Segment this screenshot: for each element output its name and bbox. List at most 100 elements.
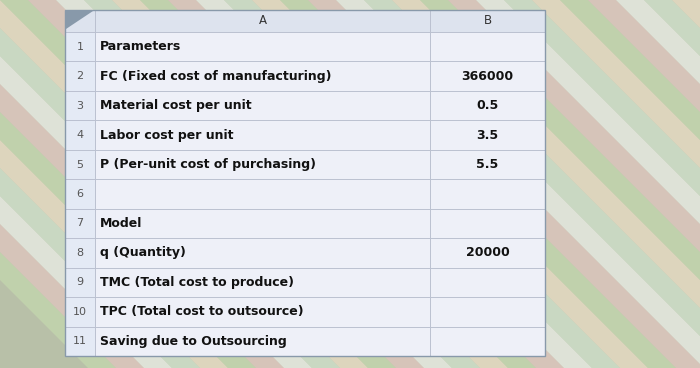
Polygon shape (588, 0, 700, 368)
Polygon shape (308, 0, 700, 368)
Bar (95, 326, 430, 356)
Text: 2: 2 (76, 71, 83, 81)
Polygon shape (672, 0, 700, 368)
Bar (430, 120, 545, 150)
Polygon shape (532, 0, 700, 368)
Bar (65, 32, 95, 61)
Bar (95, 268, 430, 297)
Polygon shape (66, 11, 93, 29)
Text: 4: 4 (76, 130, 83, 140)
Text: 9: 9 (76, 277, 83, 287)
Text: B: B (484, 14, 491, 28)
Text: 5: 5 (76, 160, 83, 170)
Polygon shape (364, 0, 700, 368)
Text: Material cost per unit: Material cost per unit (100, 99, 251, 112)
Text: 3.5: 3.5 (477, 128, 498, 142)
Text: Labor cost per unit: Labor cost per unit (100, 128, 234, 142)
Text: 7: 7 (76, 219, 83, 229)
Bar (95, 297, 430, 326)
Text: Parameters: Parameters (100, 40, 181, 53)
Bar (65, 179, 95, 209)
Polygon shape (392, 0, 700, 368)
Bar (65, 91, 95, 120)
Bar (430, 32, 545, 61)
Bar (430, 179, 545, 209)
Polygon shape (644, 0, 700, 368)
Polygon shape (0, 0, 256, 368)
Bar (95, 32, 430, 61)
Text: Saving due to Outsourcing: Saving due to Outsourcing (100, 335, 287, 348)
Polygon shape (476, 0, 700, 368)
Bar (430, 209, 545, 238)
Bar (65, 238, 95, 268)
Bar (430, 326, 545, 356)
Bar (65, 268, 95, 297)
Polygon shape (252, 0, 648, 368)
Bar (430, 150, 545, 179)
Text: Model: Model (100, 217, 142, 230)
Polygon shape (0, 0, 144, 368)
Text: 20000: 20000 (466, 247, 510, 259)
Bar (95, 120, 430, 150)
Bar (95, 209, 430, 238)
Polygon shape (0, 0, 228, 368)
Bar (65, 10, 545, 356)
Polygon shape (196, 0, 592, 368)
Polygon shape (336, 0, 700, 368)
Polygon shape (0, 0, 340, 368)
Text: 5.5: 5.5 (477, 158, 498, 171)
Text: P (Per-unit cost of purchasing): P (Per-unit cost of purchasing) (100, 158, 316, 171)
Polygon shape (28, 0, 424, 368)
Polygon shape (112, 0, 508, 368)
Text: 10: 10 (73, 307, 87, 317)
Text: FC (Fixed cost of manufacturing): FC (Fixed cost of manufacturing) (100, 70, 332, 83)
Text: 11: 11 (73, 336, 87, 346)
Polygon shape (0, 0, 116, 368)
Polygon shape (168, 0, 564, 368)
Bar (65, 326, 95, 356)
Bar (430, 297, 545, 326)
Polygon shape (280, 0, 676, 368)
Polygon shape (140, 0, 536, 368)
Text: 1: 1 (76, 42, 83, 52)
Polygon shape (0, 0, 312, 368)
Text: q (Quantity): q (Quantity) (100, 247, 186, 259)
Polygon shape (0, 0, 172, 368)
Bar (95, 150, 430, 179)
Text: 366000: 366000 (461, 70, 514, 83)
Text: TMC (Total cost to produce): TMC (Total cost to produce) (100, 276, 294, 289)
Polygon shape (84, 0, 480, 368)
Bar (65, 297, 95, 326)
Text: 3: 3 (76, 100, 83, 111)
Bar (95, 10, 430, 32)
Polygon shape (0, 0, 396, 368)
Bar (95, 238, 430, 268)
Text: 0.5: 0.5 (477, 99, 498, 112)
Bar (430, 238, 545, 268)
Bar (430, 268, 545, 297)
Polygon shape (224, 0, 620, 368)
Bar (65, 209, 95, 238)
Polygon shape (560, 0, 700, 368)
Bar (95, 61, 430, 91)
Polygon shape (0, 0, 284, 368)
Polygon shape (420, 0, 700, 368)
Text: 8: 8 (76, 248, 83, 258)
Bar (65, 120, 95, 150)
Bar (65, 61, 95, 91)
Polygon shape (56, 0, 452, 368)
Text: 6: 6 (76, 189, 83, 199)
Bar (65, 150, 95, 179)
Polygon shape (0, 0, 368, 368)
Bar (430, 10, 545, 32)
Bar (430, 61, 545, 91)
Polygon shape (448, 0, 700, 368)
Bar (430, 91, 545, 120)
Bar (95, 91, 430, 120)
Polygon shape (504, 0, 700, 368)
Polygon shape (616, 0, 700, 368)
Text: A: A (258, 14, 267, 28)
Text: TPC (Total cost to outsource): TPC (Total cost to outsource) (100, 305, 304, 318)
Polygon shape (0, 0, 200, 368)
Bar (95, 179, 430, 209)
